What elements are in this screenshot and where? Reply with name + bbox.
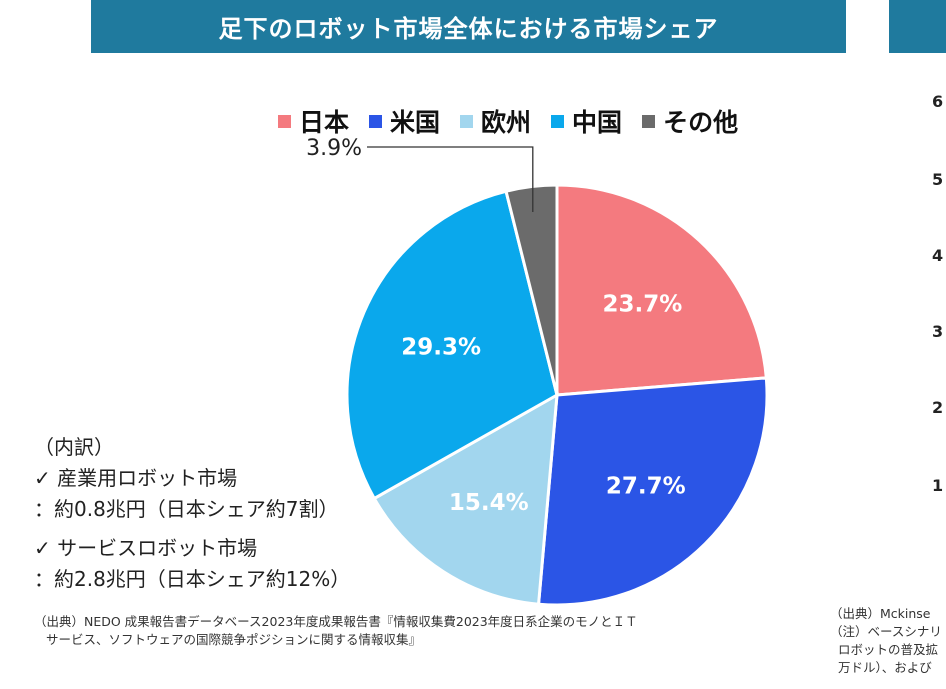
right-tick: 4 xyxy=(932,246,944,265)
right-tick: 3 xyxy=(932,322,944,341)
source-line-1: （出典）NEDO 成果報告書データベース2023年度成果報告書『情報収集費202… xyxy=(34,614,638,629)
pie-slice-usa xyxy=(536,376,769,607)
breakdown-detail-industrial: ：約0.8兆円（日本シェア約7割） xyxy=(34,497,339,521)
source-note: （出典）NEDO 成果報告書データベース2023年度成果報告書『情報収集費202… xyxy=(34,613,638,649)
legend-swatch-usa xyxy=(369,114,383,128)
legend-item-other: その他 xyxy=(642,103,738,139)
legend-swatch-other xyxy=(642,114,656,128)
legend-item-usa: 米国 xyxy=(369,103,440,139)
breakdown-item-industrial: ✓ 産業用ロボット市場 xyxy=(34,466,238,490)
legend-label-japan: 日本 xyxy=(299,108,350,137)
pie-slice-japan xyxy=(555,183,768,397)
right-note: （出典）Mckinse xyxy=(830,606,931,621)
pie-label-usa: 27.7% xyxy=(606,473,686,499)
right-tick: 6 xyxy=(932,92,944,111)
pie-slice-europe xyxy=(372,392,559,606)
chart-title-bar: 足下のロボット市場全体における市場シェア xyxy=(91,0,846,53)
right-note: ロボットの普及拡 xyxy=(838,642,939,657)
chart-title: 足下のロボット市場全体における市場シェア xyxy=(218,15,719,43)
right-panel-title-bar xyxy=(889,0,946,53)
pie-label-china: 29.3% xyxy=(401,334,481,360)
legend-item-japan: 日本 xyxy=(278,103,349,139)
pie-label-other: 3.9% xyxy=(306,136,362,161)
legend-item-europe: 欧州 xyxy=(460,103,531,139)
right-tick: 1 xyxy=(932,476,944,495)
right-tick: 2 xyxy=(932,398,944,417)
legend-label-other: その他 xyxy=(663,108,739,137)
pie-slice-other xyxy=(504,183,559,396)
pie-slice-china xyxy=(345,189,559,501)
legend-label-europe: 欧州 xyxy=(481,108,532,137)
legend-swatch-china xyxy=(551,114,565,128)
pie-label-europe: 15.4% xyxy=(449,490,529,516)
legend-swatch-europe xyxy=(460,114,474,128)
legend: 日本 米国 欧州 中国 その他 xyxy=(278,103,738,139)
right-note: 万ドル）、および xyxy=(838,660,932,675)
breakdown-detail-service: ：約2.8兆円（日本シェア約12%） xyxy=(34,567,351,591)
legend-swatch-japan xyxy=(278,114,291,128)
source-line-2: サービス、ソフトウェアの国際競争ポジションに関する情報収集』 xyxy=(46,632,422,647)
legend-item-china: 中国 xyxy=(551,103,622,139)
breakdown-notes: （内訳） ✓ 産業用ロボット市場 ：約0.8兆円（日本シェア約7割） ✓ サービ… xyxy=(34,432,350,595)
legend-label-china: 中国 xyxy=(572,108,623,137)
breakdown-item-service: ✓ サービスロボット市場 xyxy=(34,536,258,560)
right-note: （注）ベースシナリ xyxy=(830,624,942,639)
pie-label-japan: 23.7% xyxy=(602,291,682,317)
pie-callout-line-other xyxy=(367,146,534,212)
right-panel-notes: （出典）Mckinse （注）ベースシナリ ロボットの普及拡 万ドル）、および xyxy=(830,605,942,677)
legend-label-usa: 米国 xyxy=(390,108,441,137)
right-tick: 5 xyxy=(932,170,944,189)
breakdown-heading: （内訳） xyxy=(34,435,114,459)
